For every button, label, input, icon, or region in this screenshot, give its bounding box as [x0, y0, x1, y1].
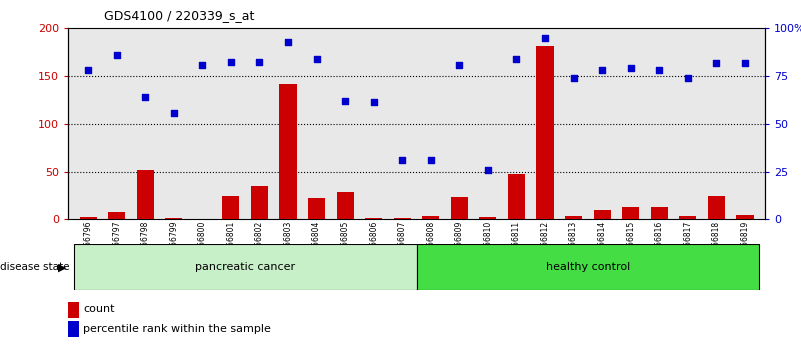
Point: [167, 110, 180, 116]
Point: [538, 35, 551, 41]
Bar: [251, 186, 268, 219]
Bar: [194, 218, 211, 219]
Text: count: count: [83, 304, 115, 314]
Bar: [537, 46, 553, 219]
Point: [396, 158, 409, 163]
Text: ▶: ▶: [58, 262, 66, 272]
Point: [624, 65, 637, 70]
Bar: [479, 217, 497, 219]
Bar: [422, 216, 440, 219]
Bar: [708, 195, 725, 219]
Point: [567, 75, 580, 81]
Point: [310, 56, 323, 62]
Point: [510, 56, 523, 62]
Point: [481, 167, 494, 173]
Point: [111, 52, 123, 58]
Point: [653, 68, 666, 73]
Bar: [736, 215, 754, 219]
Bar: [622, 207, 639, 219]
Bar: [308, 199, 325, 219]
Bar: [451, 196, 468, 219]
Point: [282, 39, 295, 45]
Bar: [223, 195, 239, 219]
Point: [339, 98, 352, 104]
Point: [196, 62, 209, 68]
Bar: [68, 302, 79, 318]
Point: [453, 62, 465, 68]
Point: [139, 94, 151, 100]
Bar: [336, 192, 354, 219]
Bar: [679, 216, 696, 219]
Bar: [165, 218, 183, 219]
Text: healthy control: healthy control: [545, 262, 630, 272]
Bar: [108, 212, 125, 219]
Bar: [280, 84, 296, 219]
Text: GDS4100 / 220339_s_at: GDS4100 / 220339_s_at: [104, 9, 255, 22]
Bar: [417, 244, 759, 290]
Text: pancreatic cancer: pancreatic cancer: [195, 262, 296, 272]
Point: [682, 75, 694, 81]
Bar: [508, 173, 525, 219]
Bar: [79, 217, 97, 219]
Bar: [74, 244, 417, 290]
Bar: [565, 216, 582, 219]
Point: [224, 59, 237, 65]
Point: [596, 68, 609, 73]
Point: [368, 99, 380, 105]
Text: percentile rank within the sample: percentile rank within the sample: [83, 324, 272, 334]
Bar: [365, 218, 382, 219]
Bar: [594, 210, 610, 219]
Point: [710, 60, 723, 65]
Bar: [650, 207, 668, 219]
Point: [425, 158, 437, 163]
Point: [82, 68, 95, 73]
Point: [739, 60, 751, 65]
Text: disease state: disease state: [0, 262, 70, 272]
Bar: [68, 321, 79, 337]
Point: [253, 59, 266, 65]
Bar: [393, 218, 411, 219]
Bar: [137, 170, 154, 219]
